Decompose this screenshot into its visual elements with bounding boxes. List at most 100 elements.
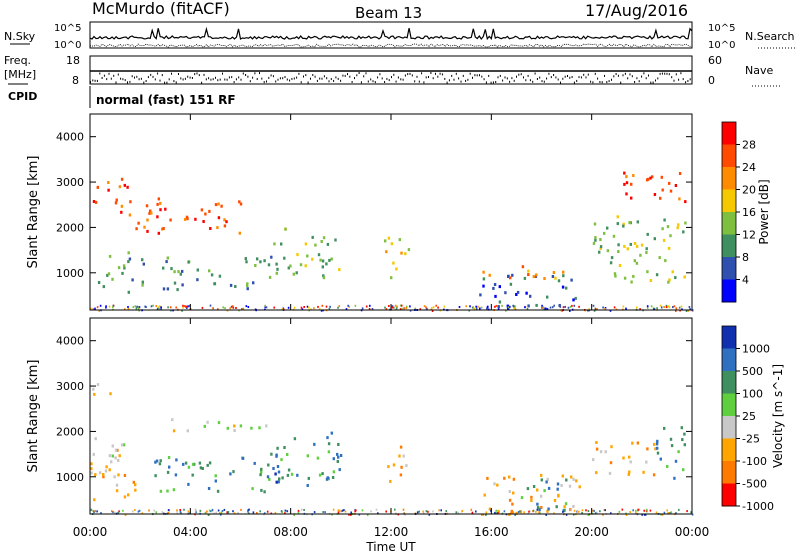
heatmap-cell bbox=[317, 305, 319, 308]
heatmap-cell bbox=[625, 181, 629, 185]
nave-mark bbox=[178, 73, 179, 75]
heatmap-cell bbox=[536, 502, 539, 506]
heatmap-cell bbox=[631, 441, 634, 445]
heatmap-cell bbox=[179, 509, 181, 511]
heatmap-cell bbox=[326, 436, 329, 440]
heatmap-cell bbox=[635, 244, 639, 248]
nave-mark bbox=[314, 75, 316, 78]
heatmap-cell bbox=[593, 309, 596, 312]
nave-mark bbox=[191, 77, 193, 79]
heatmap-cell bbox=[127, 306, 129, 308]
heatmap-cell bbox=[321, 472, 324, 476]
heatmap-cell bbox=[427, 510, 429, 513]
colorbar-tick-label: -100 bbox=[742, 455, 767, 468]
nave-mark bbox=[356, 74, 358, 77]
heatmap-cell bbox=[632, 274, 635, 278]
nave-mark bbox=[668, 73, 670, 76]
heatmap-cell bbox=[172, 429, 176, 433]
heatmap-cell bbox=[653, 237, 656, 241]
nave-mark bbox=[648, 74, 649, 77]
heatmap-cell bbox=[494, 305, 496, 308]
nave-mark bbox=[462, 74, 464, 77]
heatmap-cell bbox=[252, 511, 255, 514]
heatmap-cell bbox=[224, 307, 226, 310]
heatmap-cell bbox=[106, 273, 109, 277]
heatmap-cell bbox=[663, 511, 666, 514]
heatmap-cell bbox=[159, 201, 162, 205]
nave-mark bbox=[372, 80, 374, 83]
nave-mark bbox=[147, 76, 149, 79]
heatmap-cell bbox=[519, 510, 523, 514]
nsky-strip: N.Sky 10^5 10^0 10^5 10^0 N.Search bbox=[4, 21, 795, 51]
heatmap-cell bbox=[392, 261, 395, 265]
heatmap-cell bbox=[150, 211, 153, 215]
heatmap-cell bbox=[493, 482, 496, 486]
nave-mark bbox=[279, 77, 281, 80]
heatmap-cell bbox=[671, 270, 674, 274]
heatmap-cell bbox=[539, 494, 543, 498]
heatmap-cell bbox=[668, 512, 670, 514]
nave-mark bbox=[437, 75, 439, 78]
heatmap-cell bbox=[681, 438, 684, 442]
heatmap-cell bbox=[238, 200, 241, 204]
heatmap-cell bbox=[194, 217, 197, 221]
heatmap-cell bbox=[118, 454, 121, 458]
nave-mark bbox=[143, 81, 145, 84]
heatmap-cell bbox=[508, 475, 511, 479]
heatmap-cell bbox=[180, 512, 182, 515]
heatmap-cell bbox=[673, 305, 676, 308]
nave-mark bbox=[254, 72, 256, 75]
heatmap-cell bbox=[241, 308, 243, 310]
nave-mark bbox=[228, 76, 230, 79]
nave-mark bbox=[363, 75, 365, 78]
heatmap-cell bbox=[585, 509, 587, 512]
heatmap-cell bbox=[289, 264, 292, 268]
nave-mark bbox=[152, 75, 154, 78]
heatmap-cell bbox=[208, 461, 212, 465]
heatmap-cell bbox=[280, 458, 283, 462]
heatmap-cell bbox=[546, 477, 549, 481]
heatmap-cell bbox=[287, 266, 290, 270]
heatmap-cell bbox=[135, 227, 138, 231]
heatmap-cell bbox=[457, 511, 459, 514]
heatmap-cell bbox=[322, 236, 326, 240]
heatmap-cell bbox=[222, 306, 224, 309]
heatmap-cell bbox=[595, 441, 598, 444]
heatmap-cell bbox=[229, 307, 231, 310]
heatmap-cell bbox=[623, 276, 627, 280]
heatmap-cell bbox=[134, 305, 136, 308]
heatmap-cell bbox=[328, 308, 331, 310]
heatmap-cell bbox=[234, 285, 237, 288]
heatmap-cell bbox=[293, 437, 297, 441]
nave-mark bbox=[499, 74, 501, 77]
heatmap-cell bbox=[488, 273, 491, 277]
heatmap-cell bbox=[617, 243, 620, 247]
heatmap-cell bbox=[669, 512, 671, 515]
nave-mark bbox=[518, 73, 520, 76]
heatmap-cell bbox=[233, 429, 236, 432]
nave-mark bbox=[231, 76, 233, 79]
heatmap-cell bbox=[409, 309, 412, 312]
heatmap-cell bbox=[555, 505, 558, 509]
heatmap-cell bbox=[610, 512, 612, 515]
heatmap-cell bbox=[593, 222, 597, 226]
nave-mark bbox=[384, 81, 386, 83]
heatmap-cell bbox=[545, 513, 547, 516]
heatmap-cell bbox=[513, 305, 516, 309]
nave-mark bbox=[117, 73, 119, 76]
colorbar-swatch bbox=[722, 167, 736, 190]
heatmap-cell bbox=[602, 306, 604, 309]
heatmap-cell bbox=[569, 309, 571, 312]
nave-mark bbox=[106, 78, 108, 81]
nave-mark bbox=[259, 72, 260, 75]
nave-mark bbox=[134, 76, 135, 79]
heatmap-cell bbox=[425, 510, 428, 513]
nave-mark bbox=[238, 76, 240, 79]
heatmap-cell bbox=[683, 443, 686, 447]
heatmap-cell bbox=[122, 443, 126, 447]
heatmap-cell bbox=[179, 510, 182, 513]
heatmap-cell bbox=[654, 447, 657, 451]
heatmap-cell bbox=[677, 450, 680, 454]
heatmap-cell bbox=[354, 510, 356, 513]
heatmap-cell bbox=[477, 305, 479, 308]
